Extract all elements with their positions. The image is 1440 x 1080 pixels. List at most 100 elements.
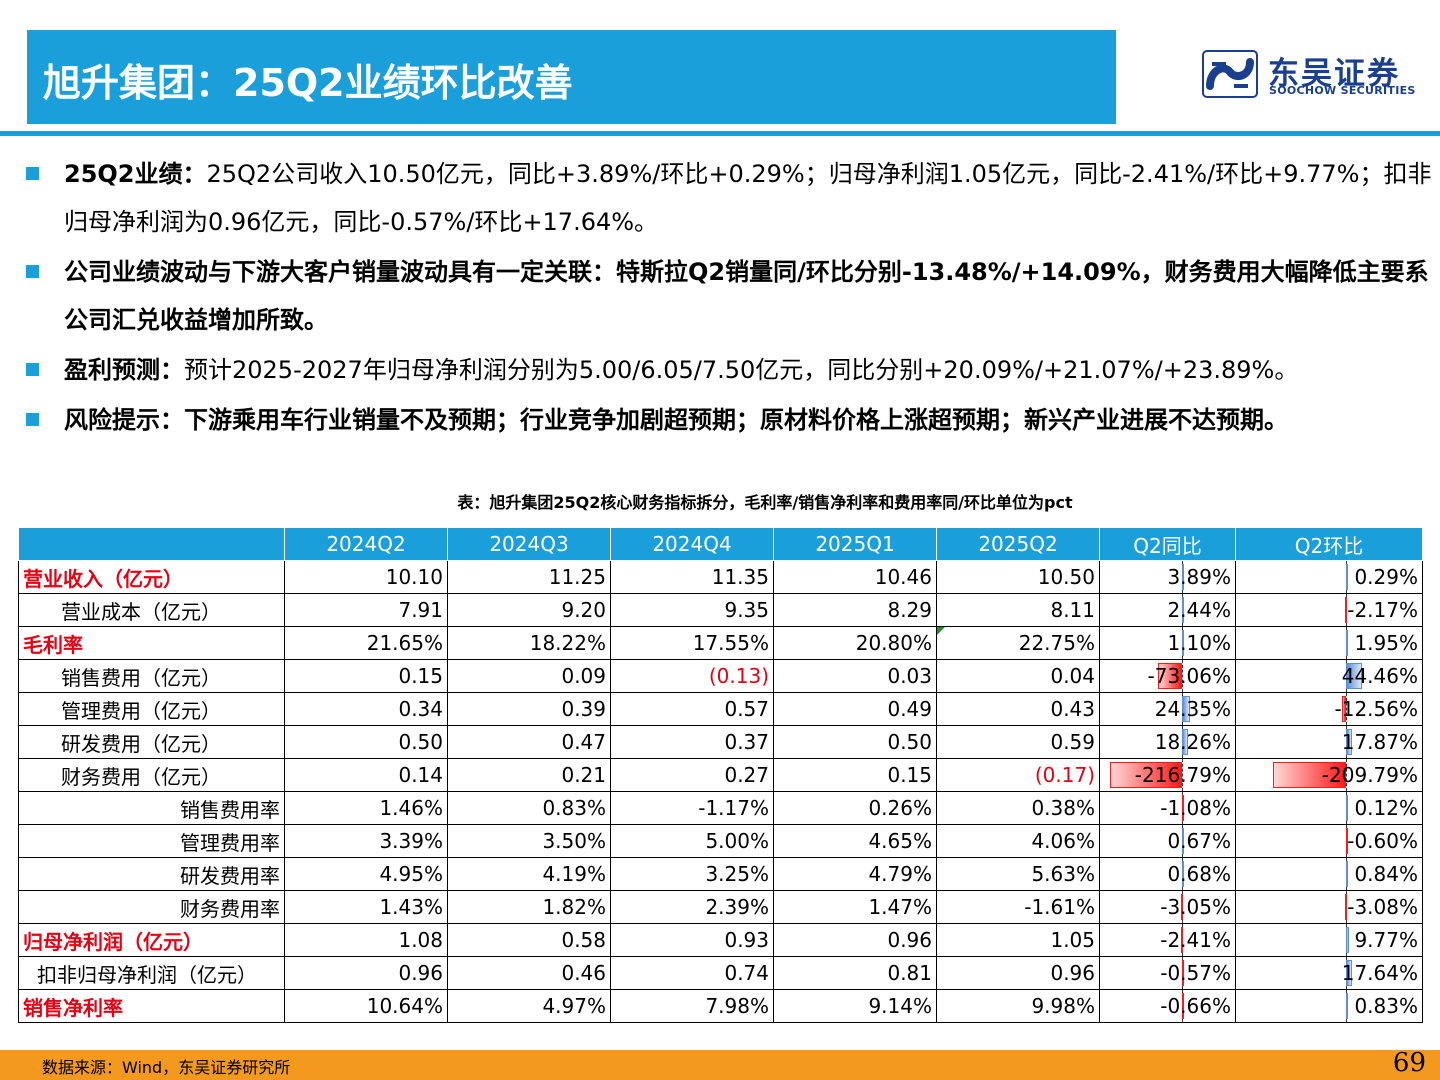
value-cell: 0.74: [610, 956, 774, 990]
value-cell: 0.50: [284, 725, 448, 759]
title-divider: [0, 131, 1440, 136]
change-value: 0.67%: [1167, 829, 1231, 853]
bullet-risk: 风险提示：下游乘用车行业销量不及预期；行业竞争加剧超预期；原材料价格上涨超预期；…: [22, 396, 1432, 444]
change-value: -216.79%: [1134, 763, 1231, 787]
value-cell: 3.50%: [447, 824, 611, 858]
value-cell: (0.17): [936, 758, 1100, 792]
value-cell: 9.20: [447, 593, 611, 627]
header-cell: 2024Q3: [447, 527, 611, 561]
data-bar: [1181, 927, 1184, 953]
data-bar: [1181, 960, 1184, 986]
change-cell: 1.10%: [1099, 626, 1236, 660]
value-cell: 10.64%: [284, 989, 448, 1023]
row-label: 扣非归母净利润（亿元）: [18, 956, 285, 990]
data-bar: [1344, 894, 1347, 920]
row-label: 营业收入（亿元）: [18, 560, 285, 594]
row-label: 营业成本（亿元）: [18, 593, 285, 627]
data-bar: [1346, 564, 1348, 590]
value-cell: 0.03: [773, 659, 937, 693]
data-bar: [1272, 762, 1346, 788]
change-cell: -12.56%: [1235, 692, 1423, 726]
change-value: -0.66%: [1160, 994, 1231, 1018]
change-value: -12.56%: [1334, 697, 1418, 721]
value-cell: 22.75%: [936, 626, 1100, 660]
row-label: 销售费用（亿元）: [18, 659, 285, 693]
change-value: 17.64%: [1341, 961, 1418, 985]
value-cell: 11.25: [447, 560, 611, 594]
financial-table: 2024Q2 2024Q3 2024Q4 2025Q1 2025Q2 Q2同比 …: [18, 527, 1423, 1023]
data-bar: [1346, 795, 1348, 821]
change-value: 0.83%: [1354, 994, 1418, 1018]
value-cell: 0.57: [610, 692, 774, 726]
change-cell: 17.64%: [1235, 956, 1423, 990]
value-cell: 0.37: [610, 725, 774, 759]
change-cell: -73.06%: [1099, 659, 1236, 693]
row-label: 归母净利润（亿元）: [18, 923, 285, 957]
bullet-square-icon: [26, 167, 39, 180]
table-caption: 表：旭升集团25Q2核心财务指标拆分，毛利率/销售净利率和费用率同/环比单位为p…: [457, 493, 1073, 512]
value-cell: 4.19%: [447, 857, 611, 891]
value-cell: 20.80%: [773, 626, 937, 660]
table-row: 毛利率 21.65% 18.22% 17.55% 20.80% 22.75% 1.10% 1.…: [18, 626, 1423, 660]
value-cell: 10.50: [936, 560, 1100, 594]
bullet-text: 25Q2公司收入10.50亿元，同比+3.89%/环比+0.29%；归母净利润1…: [64, 160, 1432, 236]
data-bar: [1181, 993, 1184, 1019]
value-cell: 4.95%: [284, 857, 448, 891]
value-cell: 4.06%: [936, 824, 1100, 858]
change-value: 18.26%: [1154, 730, 1231, 754]
change-value: 44.46%: [1341, 664, 1418, 688]
value-cell: 10.10: [284, 560, 448, 594]
data-bar: [1182, 597, 1184, 623]
value-cell: 0.26%: [773, 791, 937, 825]
table-row: 财务费用（亿元） 0.14 0.21 0.27 0.15 (0.17) -216.79% -2…: [18, 758, 1423, 792]
value-cell: 0.21: [447, 758, 611, 792]
bullet-square-icon: [26, 265, 39, 278]
change-cell: -0.57%: [1099, 956, 1236, 990]
change-cell: -1.08%: [1099, 791, 1236, 825]
value-cell: 0.93: [610, 923, 774, 957]
soochow-logo: 东吴证券 SOOCHOW SECURITIES: [1202, 50, 1422, 100]
change-value: 0.12%: [1354, 796, 1418, 820]
change-cell: -3.05%: [1099, 890, 1236, 924]
row-label: 财务费用率: [18, 890, 285, 924]
change-cell: -0.66%: [1099, 989, 1236, 1023]
change-value: -1.08%: [1160, 796, 1231, 820]
data-bar: [1180, 894, 1183, 920]
row-label: 研发费用（亿元）: [18, 725, 285, 759]
value-cell: 1.46%: [284, 791, 448, 825]
value-cell: 0.49: [773, 692, 937, 726]
bullet-square-icon: [26, 413, 39, 426]
change-value: 0.84%: [1354, 862, 1418, 886]
change-cell: 0.83%: [1235, 989, 1423, 1023]
header-cell: Q2环比: [1235, 527, 1423, 561]
change-cell: 0.84%: [1235, 857, 1423, 891]
value-cell: 9.98%: [936, 989, 1100, 1023]
data-bar: [1346, 993, 1348, 1019]
value-cell: 1.82%: [447, 890, 611, 924]
change-value: -0.57%: [1160, 961, 1231, 985]
change-cell: -0.60%: [1235, 824, 1423, 858]
data-bar: [1346, 630, 1348, 656]
value-cell: 0.46: [447, 956, 611, 990]
header-cell: 2025Q2: [936, 527, 1100, 561]
data-bar: [1182, 630, 1184, 656]
value-cell: 0.96: [936, 956, 1100, 990]
value-cell: 17.55%: [610, 626, 774, 660]
row-label: 研发费用率: [18, 857, 285, 891]
bar-axis: [1346, 693, 1347, 725]
value-cell: 0.58: [447, 923, 611, 957]
comment-marker-icon: [937, 627, 945, 635]
page-number: 69: [1392, 1048, 1426, 1078]
value-cell: 7.91: [284, 593, 448, 627]
change-value: -0.60%: [1347, 829, 1418, 853]
table-row: 管理费用（亿元） 0.34 0.39 0.57 0.49 0.43 24.35% -12.56…: [18, 692, 1423, 726]
data-bar: [1182, 564, 1184, 590]
change-cell: 0.29%: [1235, 560, 1423, 594]
row-label: 销售净利率: [18, 989, 285, 1023]
bullet-square-icon: [26, 363, 39, 376]
value-cell: 2.39%: [610, 890, 774, 924]
value-cell: 7.98%: [610, 989, 774, 1023]
change-value: -209.79%: [1321, 763, 1418, 787]
value-cell: 0.09: [447, 659, 611, 693]
change-cell: 3.89%: [1099, 560, 1236, 594]
